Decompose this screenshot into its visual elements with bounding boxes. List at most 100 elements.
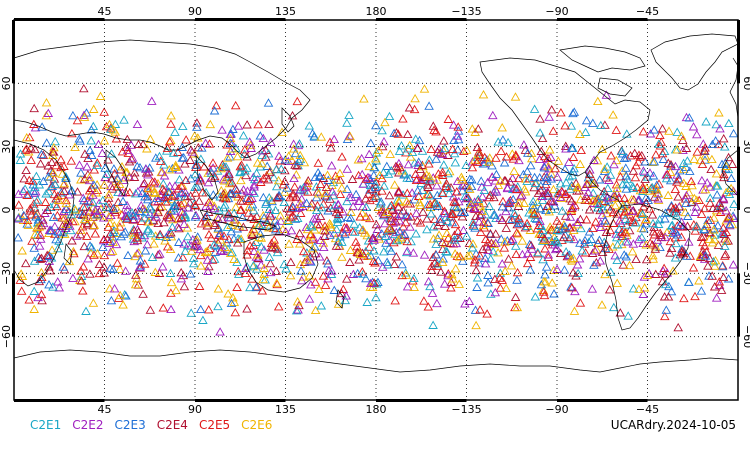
observation-triangle <box>681 143 692 152</box>
observation-triangle <box>641 254 652 264</box>
observation-triangle <box>628 183 639 193</box>
observation-triangle <box>145 204 156 213</box>
observation-triangle <box>602 193 613 202</box>
observation-triangle <box>213 214 224 223</box>
observation-triangle <box>145 305 156 314</box>
observation-triangle <box>548 126 559 135</box>
observation-triangle <box>539 162 550 172</box>
observation-triangle <box>478 159 489 168</box>
observation-triangle <box>281 264 291 273</box>
legend-item-c2e6: C2E6 <box>241 418 273 432</box>
observation-triangle <box>75 136 85 145</box>
observation-triangle <box>279 176 290 185</box>
observation-triangle <box>209 203 220 213</box>
observation-triangle <box>538 225 548 235</box>
observation-triangle <box>36 149 47 159</box>
observation-triangle <box>585 169 595 179</box>
observation-triangle <box>691 202 702 211</box>
observation-triangle <box>165 244 176 254</box>
observation-triangle <box>256 260 266 269</box>
observation-triangle <box>307 199 317 208</box>
observation-triangle <box>636 223 647 232</box>
observation-triangle <box>146 228 157 238</box>
observation-triangle <box>33 252 44 261</box>
observation-triangle <box>251 282 261 292</box>
observation-triangle <box>292 96 303 106</box>
observation-triangle <box>560 221 570 231</box>
observation-triangle <box>41 138 52 147</box>
observation-triangle <box>483 218 493 227</box>
observation-triangle <box>284 239 294 248</box>
observation-triangle <box>437 257 448 267</box>
observation-triangle <box>591 244 602 254</box>
observation-triangle <box>353 170 364 180</box>
observation-triangle <box>389 259 400 269</box>
observation-triangle <box>426 209 436 218</box>
observation-triangle <box>156 167 167 177</box>
observation-triangle <box>106 149 117 158</box>
observation-triangle <box>709 213 719 222</box>
observation-triangle <box>243 196 254 205</box>
observation-triangle <box>463 251 473 260</box>
bottom-lon-label: −45 <box>636 403 659 416</box>
observation-triangle <box>681 190 692 200</box>
observation-triangle <box>538 254 548 264</box>
observation-triangle <box>480 253 490 263</box>
frame-bar <box>376 18 467 21</box>
observation-triangle <box>249 179 259 189</box>
observation-triangle <box>40 208 50 217</box>
observation-triangle <box>144 183 154 193</box>
observation-triangle <box>169 206 180 215</box>
observation-triangle <box>471 249 481 258</box>
observation-triangle <box>543 191 553 200</box>
observation-triangle <box>122 214 132 223</box>
coastline-arctic-canada <box>559 45 646 97</box>
observation-triangle <box>25 206 36 215</box>
observation-triangle <box>490 229 501 238</box>
observation-triangle <box>174 165 184 174</box>
observation-triangle <box>428 252 438 262</box>
observation-triangle <box>704 234 715 244</box>
observation-triangle <box>36 220 47 230</box>
observation-triangle <box>508 154 519 163</box>
observation-triangle <box>174 223 184 233</box>
observation-triangle <box>164 136 175 146</box>
observation-triangle <box>423 302 434 311</box>
observation-triangle <box>384 111 395 121</box>
observation-triangle <box>645 238 655 247</box>
observation-triangle <box>522 258 533 268</box>
observation-triangle <box>391 235 402 245</box>
coastline-north-america <box>479 57 651 177</box>
observation-triangle <box>690 291 700 301</box>
observation-triangle <box>292 161 302 170</box>
observation-triangle <box>575 129 585 138</box>
observation-triangle <box>390 229 400 239</box>
observation-triangle <box>583 195 594 205</box>
observation-triangle <box>130 251 140 261</box>
observation-triangle <box>202 211 212 221</box>
observation-triangle <box>610 200 621 210</box>
observation-triangle <box>384 224 395 233</box>
observation-triangle <box>423 276 434 286</box>
observation-triangle <box>488 110 498 120</box>
observation-triangle <box>383 260 393 269</box>
bottom-lon-label: 90 <box>188 403 202 416</box>
observation-triangle <box>404 103 415 112</box>
observation-triangle <box>718 223 729 232</box>
observation-triangle <box>415 200 426 210</box>
frame-bar <box>12 146 15 210</box>
observation-triangle <box>83 212 93 221</box>
observation-triangle <box>529 208 540 218</box>
observation-triangle <box>101 121 112 131</box>
observation-triangle <box>38 150 49 159</box>
observation-triangle <box>319 231 330 240</box>
observation-triangle <box>575 238 585 247</box>
observation-triangle <box>123 250 133 260</box>
right-lat-label: 60 <box>741 76 750 90</box>
observation-triangle <box>242 245 253 255</box>
observation-triangle <box>539 151 550 161</box>
observation-triangle <box>248 260 259 270</box>
observation-triangle <box>727 159 738 168</box>
observation-triangle <box>475 210 485 220</box>
observation-triangle <box>688 122 699 131</box>
